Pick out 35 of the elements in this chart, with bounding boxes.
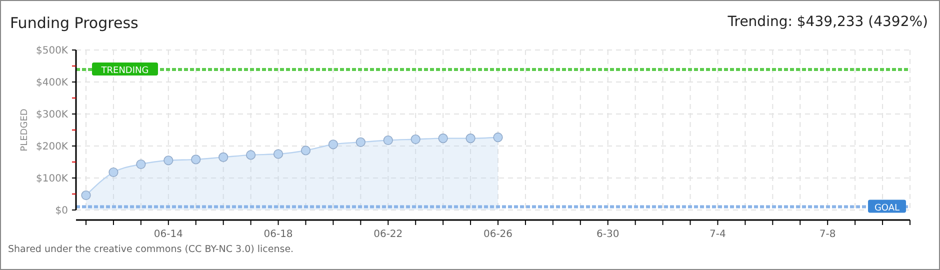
point <box>410 134 420 144</box>
point <box>438 134 448 144</box>
x-tick-label: 7-8 <box>819 229 836 240</box>
point <box>81 190 91 200</box>
point <box>108 167 118 178</box>
chart-title: Funding Progress <box>10 14 139 32</box>
ref-line-label: TRENDING <box>100 66 149 76</box>
point <box>493 132 503 142</box>
point <box>246 150 256 160</box>
y-tick-label: $500K <box>36 46 68 56</box>
y-axis-title: PLEDGED <box>20 108 30 152</box>
x-tick-label: 7-4 <box>710 229 726 240</box>
y-tick-label: $400K <box>36 78 68 88</box>
ref-line-label: GOAL <box>874 203 900 214</box>
point <box>218 152 228 162</box>
x-tick-label: 06-22 <box>374 229 403 240</box>
x-tick-label: 06-18 <box>264 229 293 240</box>
point <box>136 159 146 170</box>
x-tick-label: 6-30 <box>596 229 620 240</box>
point <box>328 140 338 150</box>
point <box>466 134 476 144</box>
point <box>300 146 311 156</box>
point <box>356 137 366 147</box>
chart-subtitle: Trending: $439,233 (4392%) <box>726 14 928 30</box>
x-tick-label: 06-14 <box>154 229 183 240</box>
y-tick-label: $300K <box>36 110 68 120</box>
point <box>191 154 201 164</box>
y-tick-label: $0 <box>55 206 68 216</box>
point <box>383 135 393 146</box>
y-tick-label: $100K <box>36 174 68 184</box>
point <box>164 156 174 166</box>
x-tick-label: 06-26 <box>483 229 513 240</box>
y-tick-label: $200K <box>36 142 68 152</box>
text: Shared under the creative commons (CC BY-NC 3.0) license. <box>8 244 294 255</box>
point <box>273 149 284 159</box>
